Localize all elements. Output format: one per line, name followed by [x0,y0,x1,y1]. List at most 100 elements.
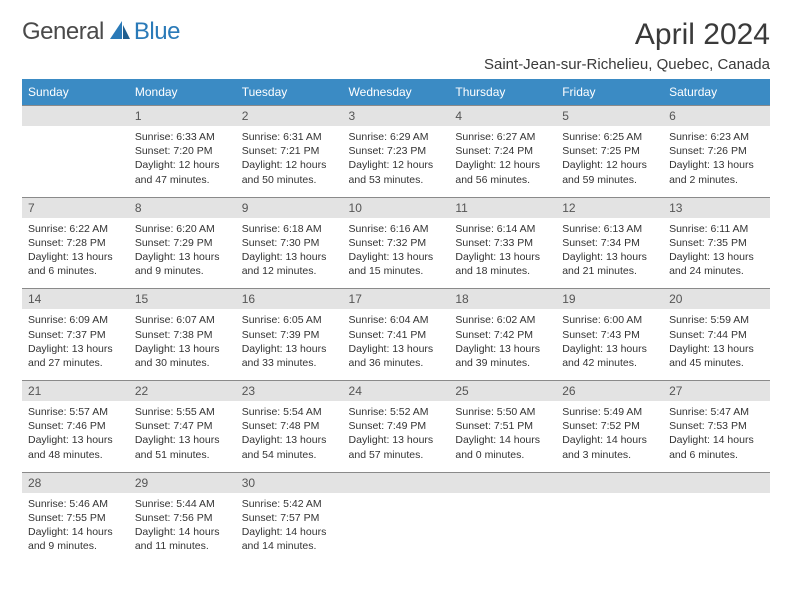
sunset: Sunset: 7:49 PM [349,419,444,433]
daylight: Daylight: 13 hours [242,342,337,356]
daynum-cell: 23 [236,381,343,402]
info-row: Sunrise: 6:33 AMSunset: 7:20 PMDaylight:… [22,126,770,197]
daylight: Daylight: 14 hours [562,433,657,447]
daylight: and 39 minutes. [455,356,550,370]
daynum-cell: 7 [22,197,129,218]
sunrise: Sunrise: 6:02 AM [455,313,550,327]
sunset: Sunset: 7:38 PM [135,328,230,342]
sunrise: Sunrise: 5:59 AM [669,313,764,327]
sunrise: Sunrise: 6:22 AM [28,222,123,236]
weekday-mon: Monday [129,79,236,106]
month-title: April 2024 [484,18,770,52]
daylight: Daylight: 13 hours [242,433,337,447]
day-cell: Sunrise: 6:23 AMSunset: 7:26 PMDaylight:… [663,126,770,197]
sunrise: Sunrise: 5:55 AM [135,405,230,419]
sunset: Sunset: 7:34 PM [562,236,657,250]
weekday-fri: Friday [556,79,663,106]
day-cell: Sunrise: 6:11 AMSunset: 7:35 PMDaylight:… [663,218,770,289]
daylight: and 15 minutes. [349,264,444,278]
sunrise: Sunrise: 5:44 AM [135,497,230,511]
daynum-cell: 10 [343,197,450,218]
day-cell: Sunrise: 5:47 AMSunset: 7:53 PMDaylight:… [663,401,770,472]
daylight: Daylight: 13 hours [135,250,230,264]
daylight: Daylight: 12 hours [455,158,550,172]
weekday-wed: Wednesday [343,79,450,106]
sunset: Sunset: 7:43 PM [562,328,657,342]
daylight: Daylight: 12 hours [242,158,337,172]
sunrise: Sunrise: 5:49 AM [562,405,657,419]
sunrise: Sunrise: 5:42 AM [242,497,337,511]
sunset: Sunset: 7:32 PM [349,236,444,250]
weekday-sun: Sunday [22,79,129,106]
brand-sail-icon [108,19,132,46]
sunset: Sunset: 7:44 PM [669,328,764,342]
day-cell: Sunrise: 6:05 AMSunset: 7:39 PMDaylight:… [236,309,343,380]
daynum-cell [556,472,663,493]
daynum-cell: 30 [236,472,343,493]
daylight: and 59 minutes. [562,173,657,187]
sunrise: Sunrise: 6:07 AM [135,313,230,327]
sunset: Sunset: 7:39 PM [242,328,337,342]
daylight: and 14 minutes. [242,539,337,553]
daynum-cell [22,106,129,127]
sunrise: Sunrise: 6:31 AM [242,130,337,144]
sunrise: Sunrise: 6:14 AM [455,222,550,236]
daylight: and 50 minutes. [242,173,337,187]
daylight: Daylight: 14 hours [669,433,764,447]
daylight: Daylight: 13 hours [562,250,657,264]
sunrise: Sunrise: 6:25 AM [562,130,657,144]
sunset: Sunset: 7:53 PM [669,419,764,433]
sunset: Sunset: 7:41 PM [349,328,444,342]
day-cell: Sunrise: 6:27 AMSunset: 7:24 PMDaylight:… [449,126,556,197]
daynum-cell: 1 [129,106,236,127]
daylight: Daylight: 13 hours [28,250,123,264]
daynum-cell [449,472,556,493]
daylight: and 18 minutes. [455,264,550,278]
daylight: and 11 minutes. [135,539,230,553]
sunrise: Sunrise: 6:11 AM [669,222,764,236]
daylight: Daylight: 13 hours [455,342,550,356]
daylight: and 6 minutes. [669,448,764,462]
daylight: Daylight: 14 hours [135,525,230,539]
daynum-cell: 12 [556,197,663,218]
daylight: and 42 minutes. [562,356,657,370]
day-cell: Sunrise: 5:59 AMSunset: 7:44 PMDaylight:… [663,309,770,380]
sunrise: Sunrise: 6:29 AM [349,130,444,144]
daylight: Daylight: 13 hours [669,158,764,172]
day-cell: Sunrise: 6:29 AMSunset: 7:23 PMDaylight:… [343,126,450,197]
day-cell: Sunrise: 5:44 AMSunset: 7:56 PMDaylight:… [129,493,236,564]
sunset: Sunset: 7:20 PM [135,144,230,158]
daylight: and 56 minutes. [455,173,550,187]
daylight: Daylight: 12 hours [135,158,230,172]
daynum-cell: 14 [22,289,129,310]
daynum-cell: 21 [22,381,129,402]
daylight: Daylight: 14 hours [28,525,123,539]
daylight: and 36 minutes. [349,356,444,370]
sunset: Sunset: 7:55 PM [28,511,123,525]
sunset: Sunset: 7:29 PM [135,236,230,250]
daynum-cell: 4 [449,106,556,127]
daylight: and 33 minutes. [242,356,337,370]
sunset: Sunset: 7:35 PM [669,236,764,250]
sunset: Sunset: 7:25 PM [562,144,657,158]
daynum-cell: 18 [449,289,556,310]
daylight: and 57 minutes. [349,448,444,462]
day-cell: Sunrise: 6:31 AMSunset: 7:21 PMDaylight:… [236,126,343,197]
daylight: and 51 minutes. [135,448,230,462]
daylight: Daylight: 13 hours [135,342,230,356]
daylight: and 54 minutes. [242,448,337,462]
brand-part2: Blue [134,18,180,46]
daylight: and 53 minutes. [349,173,444,187]
daynum-cell: 3 [343,106,450,127]
sunrise: Sunrise: 6:09 AM [28,313,123,327]
day-cell: Sunrise: 6:07 AMSunset: 7:38 PMDaylight:… [129,309,236,380]
daynum-cell: 5 [556,106,663,127]
sunrise: Sunrise: 6:00 AM [562,313,657,327]
sunset: Sunset: 7:52 PM [562,419,657,433]
sunrise: Sunrise: 5:47 AM [669,405,764,419]
day-cell: Sunrise: 6:00 AMSunset: 7:43 PMDaylight:… [556,309,663,380]
daylight: Daylight: 13 hours [349,433,444,447]
day-cell: Sunrise: 6:13 AMSunset: 7:34 PMDaylight:… [556,218,663,289]
weekday-thu: Thursday [449,79,556,106]
daynum-row: 28 29 30 [22,472,770,493]
